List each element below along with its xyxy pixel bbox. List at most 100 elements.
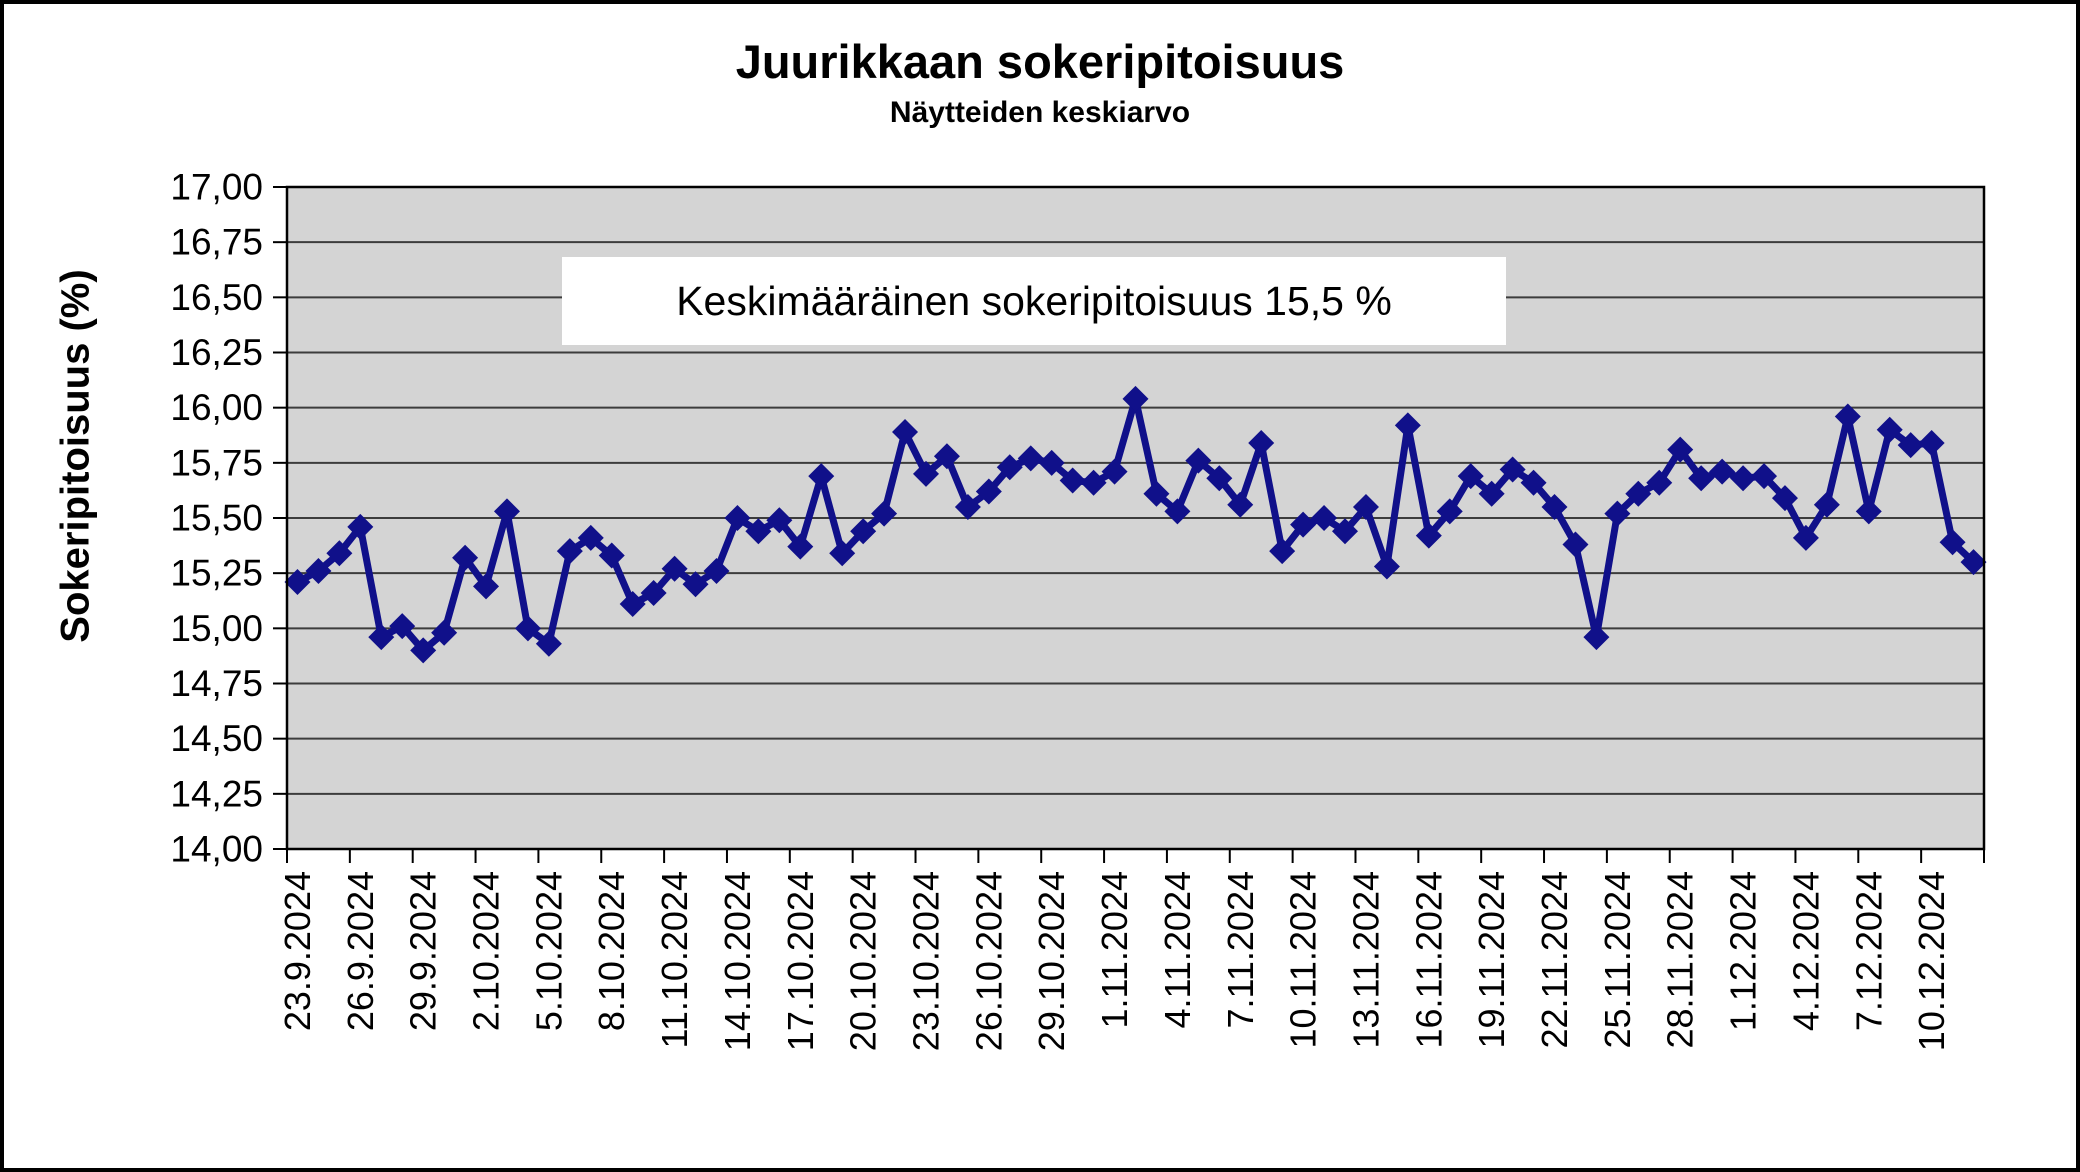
x-tick-label: 1.12.2024: [1723, 871, 1764, 1031]
y-tick-label: 15,00: [170, 608, 263, 649]
data-point-marker: [284, 568, 311, 595]
data-point-marker: [368, 624, 395, 651]
data-point-marker: [514, 615, 541, 642]
data-point-marker: [1960, 549, 1987, 576]
data-point-marker: [577, 524, 604, 551]
data-point-marker: [1122, 385, 1149, 412]
data-point-marker: [1604, 500, 1631, 527]
x-tick-label: 10.12.2024: [1911, 871, 1952, 1051]
y-tick-label: 15,75: [170, 442, 263, 483]
data-point-marker: [640, 580, 667, 607]
data-point-marker: [766, 507, 793, 534]
data-point-marker: [1918, 429, 1945, 456]
x-tick-label: 2.10.2024: [466, 871, 507, 1031]
data-point-marker: [1541, 493, 1568, 520]
data-point-marker: [912, 460, 939, 487]
x-tick-label: 28.11.2024: [1660, 871, 1701, 1049]
data-point-marker: [452, 544, 479, 571]
x-tick-label: 23.10.2024: [905, 871, 946, 1051]
data-point-marker: [1855, 498, 1882, 525]
data-point-marker: [1583, 624, 1610, 651]
x-tick-label: 16.11.2024: [1408, 871, 1449, 1049]
data-point-marker: [347, 513, 374, 540]
data-point-marker: [661, 555, 688, 582]
data-point-marker: [975, 478, 1002, 505]
data-point-marker: [1457, 463, 1484, 490]
data-point-marker: [431, 619, 458, 646]
data-point-marker: [1625, 480, 1652, 507]
y-tick-label: 14,00: [170, 829, 263, 870]
data-point-marker: [1478, 480, 1505, 507]
data-point-marker: [1017, 445, 1044, 472]
data-point-marker: [933, 443, 960, 470]
data-point-marker: [1227, 491, 1254, 518]
data-point-marker: [1415, 522, 1442, 549]
data-point-marker: [1646, 469, 1673, 496]
data-point-marker: [1499, 456, 1526, 483]
x-tick-label: 4.11.2024: [1157, 871, 1198, 1028]
x-tick-label: 7.12.2024: [1848, 871, 1889, 1031]
data-point-marker: [1059, 467, 1086, 494]
y-tick-label: 14,25: [170, 773, 263, 814]
x-tick-label: 29.10.2024: [1031, 871, 1072, 1051]
data-point-marker: [1038, 449, 1065, 476]
data-point-marker: [1667, 436, 1694, 463]
data-point-marker: [745, 518, 772, 545]
x-tick-label: 26.9.2024: [340, 871, 381, 1031]
x-tick-label: 1.11.2024: [1094, 871, 1135, 1028]
x-tick-label: 26.10.2024: [968, 871, 1009, 1051]
data-point-marker: [1311, 505, 1338, 531]
data-point-marker: [556, 538, 583, 565]
data-point-marker: [1394, 412, 1421, 439]
x-tick-label: 11.10.2024: [654, 871, 695, 1049]
data-point-marker: [954, 493, 981, 520]
data-point-marker: [1164, 498, 1191, 525]
data-point-marker: [1269, 538, 1296, 565]
data-point-marker: [493, 498, 520, 525]
data-point-marker: [1373, 553, 1400, 580]
data-point-marker: [1813, 491, 1840, 518]
data-point-marker: [1751, 463, 1778, 490]
x-tick-label: 10.11.2024: [1283, 871, 1324, 1049]
data-point-marker: [1897, 432, 1924, 459]
average-annotation: Keskimääräinen sokeripitoisuus 15,5 %: [562, 257, 1506, 345]
data-point-marker: [996, 454, 1023, 481]
x-tick-label: 29.9.2024: [403, 871, 444, 1031]
data-point-marker: [1939, 529, 1966, 556]
data-point-marker: [1709, 458, 1736, 485]
data-point-marker: [1101, 458, 1128, 485]
data-point-marker: [829, 540, 856, 567]
x-tick-label: 17.10.2024: [780, 871, 821, 1051]
data-point-marker: [535, 630, 562, 657]
y-tick-label: 14,50: [170, 718, 263, 759]
chart-subtitle: Näytteiden keskiarvo: [889, 96, 1191, 129]
data-point-marker: [1834, 403, 1861, 430]
x-tick-label: 13.11.2024: [1345, 871, 1386, 1049]
data-point-marker: [1080, 469, 1107, 496]
data-point-marker: [1248, 429, 1275, 456]
x-tick-label: 20.10.2024: [843, 871, 884, 1051]
chart-title: Juurikkaan sokeripitoisuus: [735, 35, 1345, 88]
data-point-marker: [682, 571, 709, 598]
line-chart-plot-area: 14,00 14,25 14,50 14,75 15,00 15,25 15,50 15,75…: [170, 167, 1987, 1051]
x-tick-label: 25.11.2024: [1597, 871, 1638, 1049]
data-point-marker: [305, 557, 332, 584]
data-point-marker: [787, 533, 814, 560]
x-tick-label: 22.11.2024: [1534, 871, 1575, 1049]
x-tick-label: 23.9.2024: [277, 871, 318, 1031]
data-point-marker: [1185, 447, 1212, 474]
y-tick-label: 17,00: [170, 167, 263, 208]
data-point-marker: [871, 500, 898, 527]
x-tick-label: 7.11.2024: [1220, 871, 1261, 1028]
data-point-marker: [473, 573, 500, 600]
data-point-marker: [1876, 416, 1903, 443]
data-point-marker: [1688, 465, 1715, 492]
y-tick-label: 16,25: [170, 332, 263, 373]
data-point-marker: [1206, 465, 1233, 492]
plot-border: [285, 185, 1986, 851]
data-point-marker: [1332, 518, 1359, 545]
y-tick-label: 16,50: [170, 277, 263, 318]
data-point-marker: [389, 613, 416, 640]
data-point-marker: [703, 557, 730, 584]
data-point-marker: [598, 542, 625, 569]
